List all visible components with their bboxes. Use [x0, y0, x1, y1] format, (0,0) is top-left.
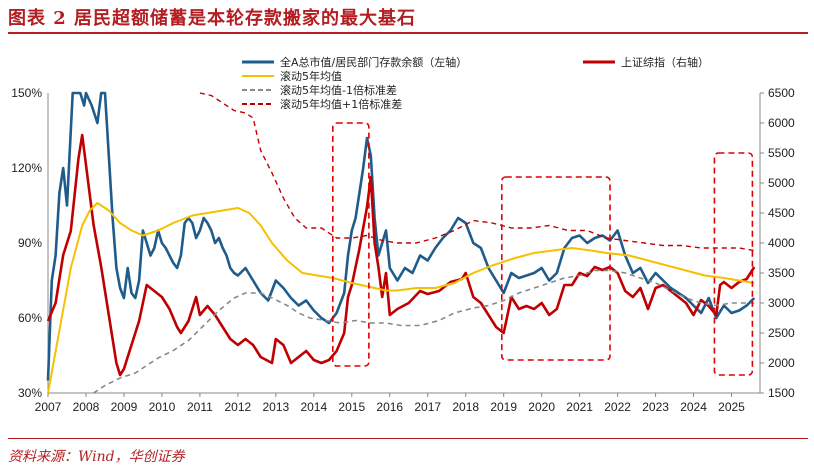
right-tick-label: 3000: [768, 296, 795, 310]
x-tick-label: 2014: [300, 400, 327, 414]
legend: 全A总市值/居民部门存款余额（左轴） 上证综指（右轴） 滚动5年均值滚动5年均值-1…: [242, 55, 709, 111]
title-rule: [8, 32, 808, 34]
x-tick-label: 2025: [718, 400, 745, 414]
highlight-box: [331, 122, 370, 367]
series-lower-band-line: [93, 269, 755, 394]
x-tick-label: 2018: [452, 400, 479, 414]
source-note: 资料来源：Wind，华创证券: [8, 449, 185, 465]
right-tick-label: 2500: [768, 326, 795, 340]
legend-label-ma: 滚动5年均值: [280, 69, 342, 83]
x-tick-label: 2016: [376, 400, 403, 414]
x-tick-label: 2009: [111, 400, 138, 414]
left-tick-label: 90%: [18, 236, 42, 250]
x-tick-label: 2020: [528, 400, 555, 414]
x-tick-label: 2012: [225, 400, 252, 414]
chart: 30% 60% 90% 120% 150% 1500 2000 2500 3000 3500 40…: [11, 55, 795, 414]
highlight-box: [713, 152, 754, 376]
right-tick-label: 5000: [768, 176, 795, 190]
highlight-box: [500, 176, 611, 361]
left-tick-label: 30%: [18, 386, 42, 400]
x-tick-label: 2019: [490, 400, 517, 414]
right-tick-label: 4500: [768, 206, 795, 220]
x-tick-label: 2008: [73, 400, 100, 414]
left-tick-label: 60%: [18, 311, 42, 325]
series-ratio-line: [46, 91, 756, 381]
legend-label-ratio: 全A总市值/居民部门存款余额（左轴）: [280, 55, 467, 69]
legend-label-lower: 滚动5年均值-1倍标准差: [280, 83, 397, 97]
legend-label-upper: 滚动5年均值+1倍标准差: [280, 97, 402, 111]
right-tick-label: 4000: [768, 236, 795, 250]
bottom-rule: [8, 438, 808, 439]
right-tick-label: 6000: [768, 116, 795, 130]
x-axis-ticks: 2007 2008 2009 2010 2011 2012 2013 2014 2015 2016…: [35, 393, 745, 414]
series-shanghai-index-line: [46, 133, 756, 377]
x-tick-label: 2013: [262, 400, 289, 414]
right-tick-label: 3500: [768, 266, 795, 280]
left-axis-ticks: 30% 60% 90% 120% 150%: [11, 86, 42, 400]
x-tick-label: 2023: [642, 400, 669, 414]
series-rolling-mean-line: [47, 202, 755, 394]
x-tick-label: 2015: [338, 400, 365, 414]
x-tick-label: 2011: [187, 400, 213, 414]
x-tick-label: 2010: [149, 400, 176, 414]
x-tick-label: 2022: [604, 400, 631, 414]
x-tick-label: 2024: [680, 400, 707, 414]
series-upper-band-line: [199, 92, 755, 252]
left-tick-label: 150%: [11, 86, 42, 100]
x-tick-label: 2007: [35, 400, 62, 414]
legend-label-sh: 上证综指（右轴）: [621, 55, 709, 69]
right-tick-label: 1500: [768, 386, 795, 400]
right-tick-label: 5500: [768, 146, 795, 160]
left-tick-label: 120%: [11, 161, 42, 175]
x-tick-label: 2017: [414, 400, 441, 414]
right-axis-ticks: 1500 2000 2500 3000 3500 4000 4500 5000 5500 6000…: [760, 86, 795, 400]
highlight-box-layer: [331, 122, 754, 376]
right-tick-label: 6500: [768, 86, 795, 100]
series-layer: [46, 91, 756, 394]
x-tick-label: 2021: [566, 400, 593, 414]
right-tick-label: 2000: [768, 356, 795, 370]
chart-title: 图表 2 居民超额储蓄是本轮存款搬家的最大基石: [8, 8, 417, 29]
